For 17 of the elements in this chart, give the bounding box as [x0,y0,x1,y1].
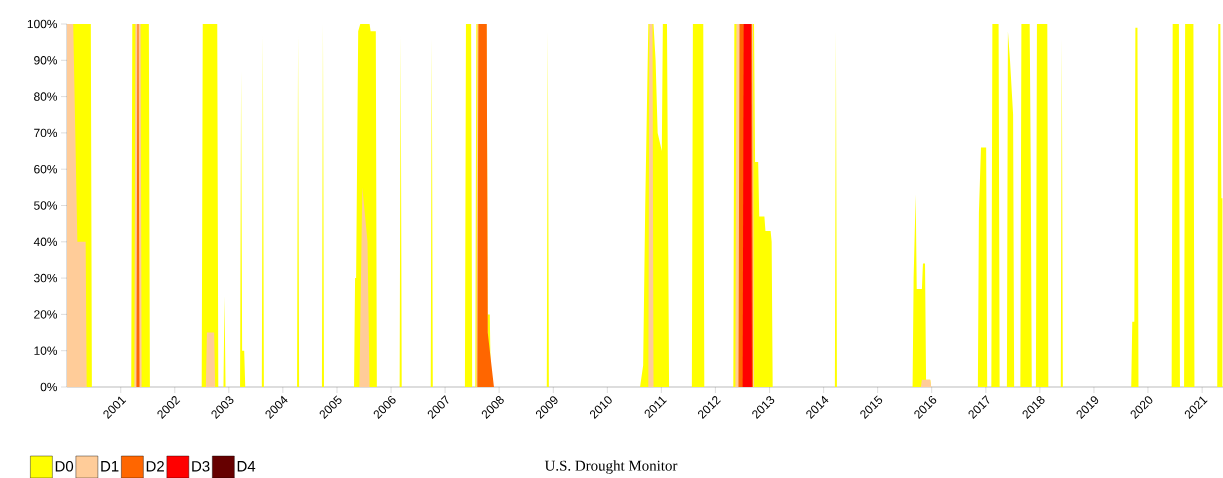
text: U.S. Drought Monitor [544,460,678,474]
y-tick-label: 90% [34,56,58,65]
y-tick-label: 100% [27,19,58,29]
legend-label: D0 [55,461,74,472]
y-tick-label: 60% [34,164,58,174]
y-tick-label: 70% [34,128,58,138]
y-tick-label: 30% [34,273,58,283]
y-tick-label: 40% [33,237,58,247]
y-tick-label: 0% [40,382,58,392]
legend-label: D2 [146,461,164,472]
legend-label: D3 [192,461,210,472]
legend-label: D4 [237,461,256,472]
y-tick-label: 80% [34,92,58,101]
legend-label: D1 [101,461,119,472]
y-tick-label: 50% [34,201,58,210]
y-tick-label: 10% [34,346,58,355]
y-tick-label: 20% [34,310,58,319]
